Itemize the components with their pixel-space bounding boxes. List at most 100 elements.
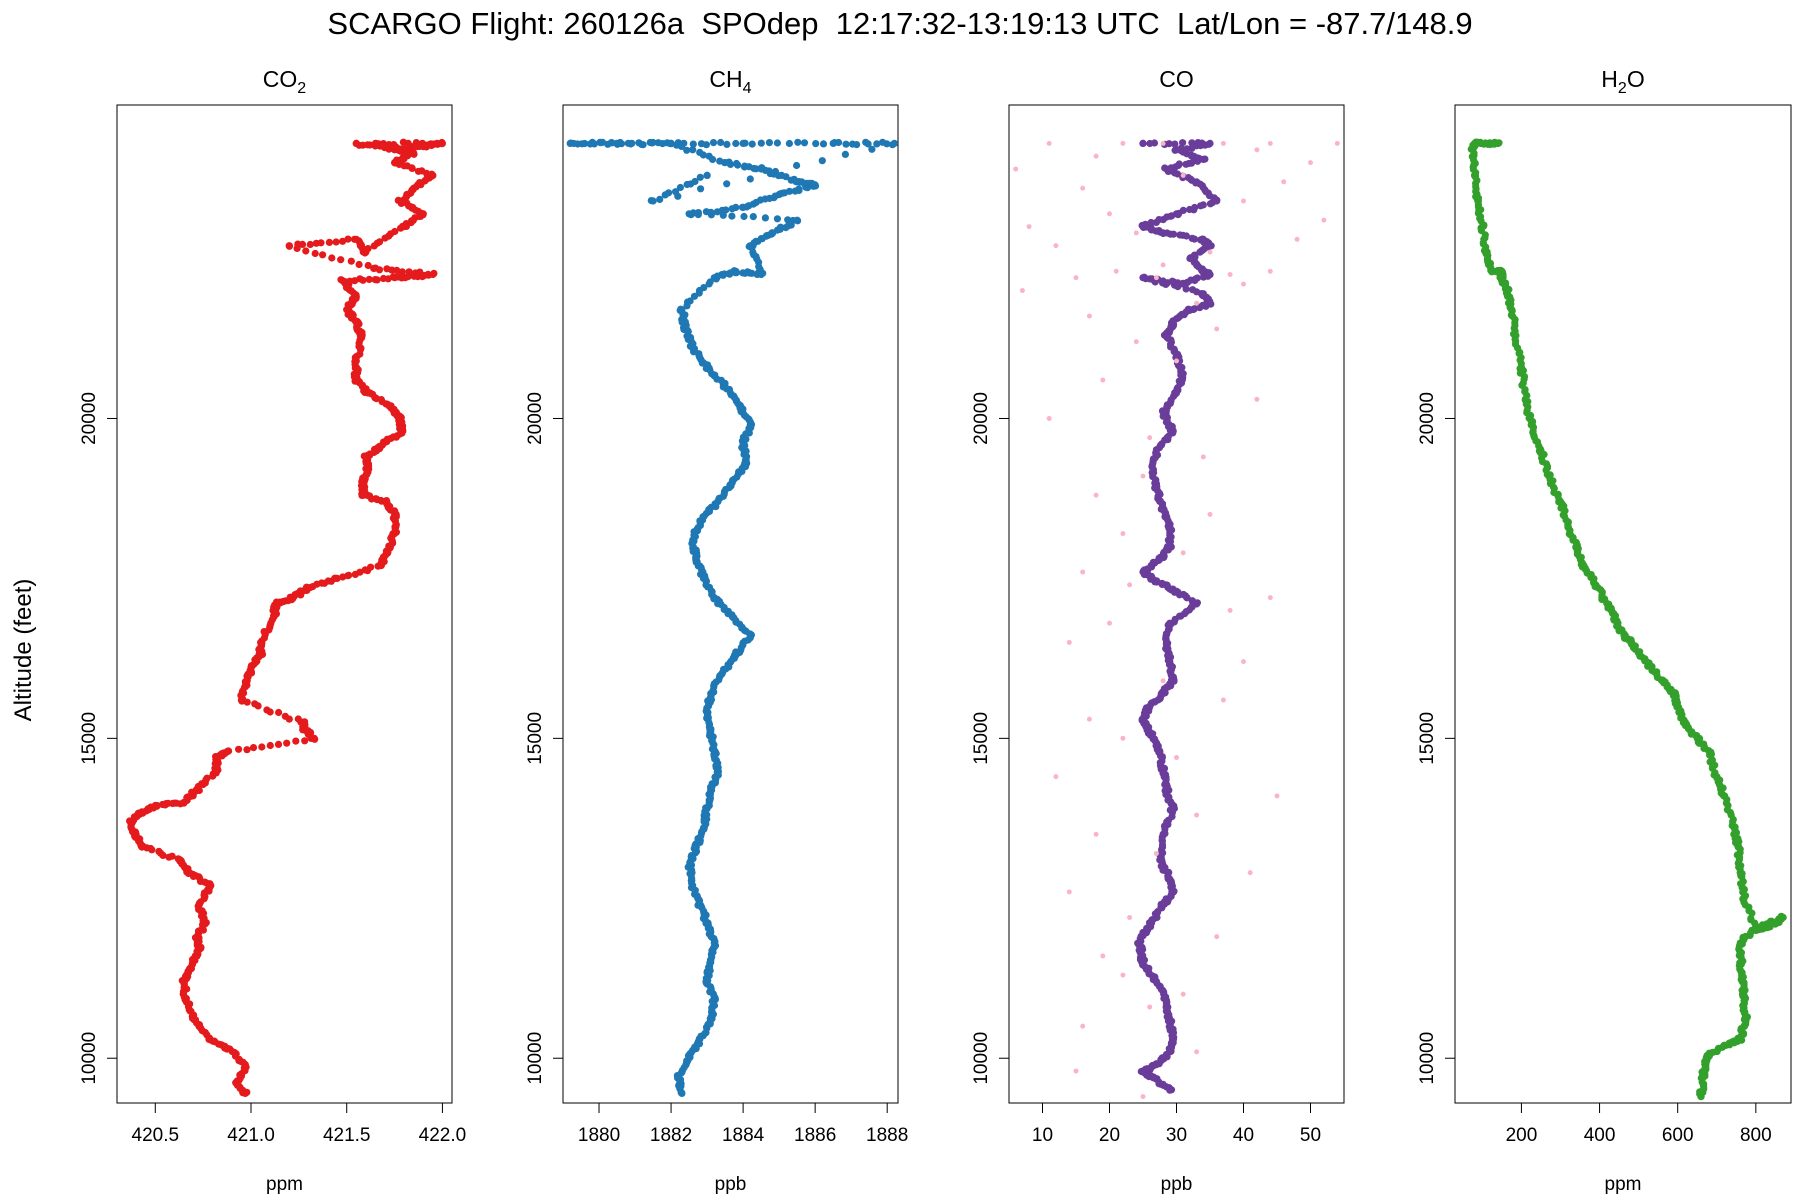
- panel-3-data-point: [1186, 254, 1194, 263]
- panel-1-data-point: [193, 933, 201, 941]
- panel-2-data-point: [665, 189, 673, 197]
- panel-3-raw-point: [1247, 870, 1253, 876]
- panel-2-data-point: [842, 140, 850, 148]
- panel-3-raw-point: [1267, 268, 1273, 274]
- panel-2-data-point: [739, 203, 747, 211]
- panel-3-raw-point: [1120, 972, 1126, 978]
- panel-2-data-point: [566, 139, 574, 147]
- panel-4-data-point: [1705, 747, 1713, 755]
- panel-3-data-point: [1199, 290, 1207, 298]
- panel-3-raw-point: [1046, 141, 1052, 146]
- panel-1-data-point: [364, 389, 372, 397]
- panel-4-data-point: [1517, 363, 1525, 371]
- panel-1-data-point: [355, 260, 363, 269]
- figure-title: SCARGO Flight: 260126a SPOdep 12:17:32-1…: [327, 6, 1473, 41]
- panel-1-data-point: [352, 357, 360, 365]
- panel-3-raw-point: [1160, 262, 1166, 268]
- panel-1-xtick-label: 420.5: [132, 1125, 180, 1146]
- panel-1-data-point: [410, 149, 418, 157]
- panel-2-data-point: [757, 165, 765, 173]
- panel-3-raw-point: [1100, 953, 1106, 959]
- panel-3-data-point: [1172, 210, 1181, 218]
- panel-2-data-point: [659, 140, 667, 148]
- panel-1-data-point: [138, 808, 146, 816]
- panel-1-data-point: [151, 801, 159, 810]
- panel-2-data-point: [722, 206, 730, 214]
- panel-1-data-point: [364, 261, 372, 270]
- panel-1-data-point: [224, 1045, 232, 1053]
- panel-3-data-point: [1206, 242, 1214, 250]
- panel-3-data-point: [1172, 587, 1181, 595]
- panel-4-data-point: [1721, 1041, 1729, 1049]
- panel-3-data-point: [1179, 280, 1187, 288]
- panel-2-ytick-label: 20000: [525, 392, 546, 445]
- panel-2-data-point: [699, 824, 708, 832]
- panel-3-xtick-label: 40: [1233, 1125, 1254, 1146]
- panel-2-title: CH4: [709, 66, 751, 97]
- panel-3-raw-point: [1294, 236, 1300, 242]
- panel-2-data-point: [703, 171, 711, 179]
- panel-3-data-point: [1199, 267, 1207, 275]
- panel-2-data-point: [773, 139, 782, 147]
- panel-1-data-point: [243, 677, 251, 685]
- panel-3-data-point: [1139, 139, 1147, 147]
- panel-3-data-point: [1169, 318, 1177, 327]
- panel-1-data-point: [339, 277, 347, 285]
- panel-1-data-point: [310, 734, 318, 742]
- panel-2-data-point: [761, 214, 770, 222]
- panel-4-data-point: [1508, 306, 1516, 314]
- panel-2-data-point: [674, 139, 682, 147]
- panel-3-data-point: [1159, 504, 1167, 512]
- panel-4-data-point: [1627, 638, 1635, 647]
- panel-1-data-point: [360, 491, 368, 499]
- panel-3-title: CO: [1159, 66, 1194, 92]
- panel-3-raw-point: [1120, 141, 1126, 146]
- panel-2-data-point: [777, 223, 785, 231]
- panel-4-data-point: [1592, 581, 1600, 589]
- panel-1-data-point: [391, 274, 399, 282]
- panel-1-data-point: [364, 466, 372, 474]
- panel-4-data-point: [1705, 1051, 1713, 1059]
- panel-2-data-point: [649, 197, 657, 205]
- panel-1-data-point: [193, 785, 201, 794]
- panel-2-data-point: [680, 139, 688, 147]
- panel-4-data-point: [1771, 920, 1779, 928]
- panel-1-data-point: [391, 227, 399, 236]
- panel-2-data-point: [721, 382, 729, 391]
- panel-2-xtick-label: 1880: [578, 1125, 620, 1146]
- panel-3-xtick-label: 20: [1099, 1125, 1120, 1146]
- panel-3-data-point: [1188, 139, 1196, 147]
- panel-2-data-point: [702, 141, 711, 149]
- panel-1-data-point: [126, 817, 134, 826]
- panel-1-data-point: [138, 843, 146, 851]
- panel-2-data-point: [676, 183, 685, 192]
- panel-1-data-point: [241, 1089, 249, 1097]
- panel-2-data-point: [748, 269, 756, 277]
- panel-3-data-point: [1139, 223, 1147, 231]
- panel-3-raw-point: [1093, 153, 1099, 159]
- panel-2-data-point: [723, 180, 731, 188]
- panel-3-data-point: [1146, 139, 1154, 148]
- panel-3-raw-point: [1080, 185, 1086, 191]
- panel-2-data-point: [785, 139, 794, 148]
- panel-3-raw-point: [1241, 281, 1246, 287]
- panel-3-data-point: [1193, 600, 1201, 608]
- panel-3-data-point: [1136, 939, 1144, 947]
- panel-1-data-point: [207, 881, 215, 890]
- panel-2-data-point: [728, 613, 736, 621]
- panel-2-xtick-label: 1882: [650, 1125, 692, 1146]
- panel-2-data-point: [853, 141, 861, 149]
- panel-3-data-point: [1152, 578, 1160, 586]
- panel-2-data-point: [721, 159, 729, 167]
- panel-2-data-point: [757, 139, 765, 147]
- panel-1-data-point: [285, 242, 293, 250]
- panel-2-data-point: [696, 148, 704, 156]
- panel-3-raw-point: [1194, 1049, 1199, 1055]
- panel-2-data-point: [710, 747, 718, 755]
- panel-3-raw-point: [1227, 272, 1233, 277]
- panel-2-data-point: [648, 139, 656, 147]
- panel-1-data-point: [180, 798, 188, 806]
- panel-1-data-point: [405, 268, 413, 276]
- panel-2-data-point: [743, 459, 751, 467]
- panel-2-data-point: [732, 139, 740, 148]
